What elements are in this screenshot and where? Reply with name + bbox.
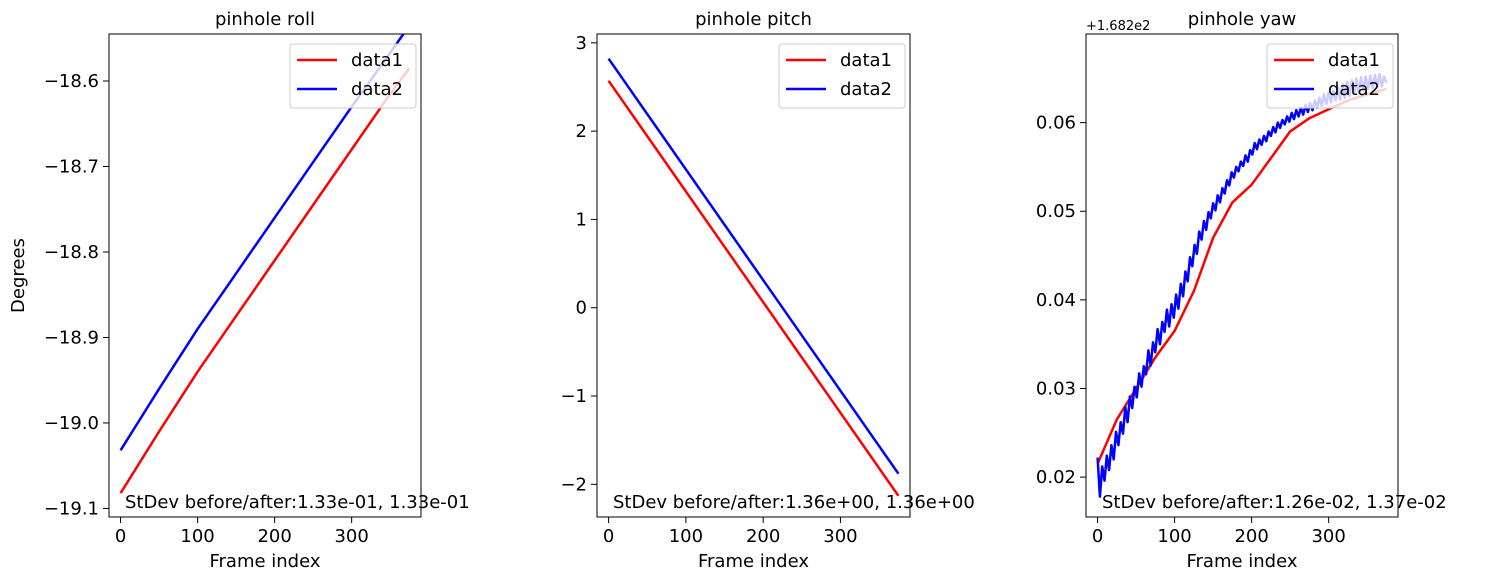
x-tick-label: 0 <box>115 526 126 547</box>
x-axis-label: Frame index <box>698 551 809 572</box>
y-tick-label: −18.8 <box>44 242 99 263</box>
x-tick-label: 300 <box>334 526 368 547</box>
plot-title: pinhole roll <box>215 9 315 30</box>
axes-frame <box>108 33 422 518</box>
y-tick-label: −18.6 <box>44 71 99 92</box>
y-tick-label: 0.02 <box>1036 467 1076 488</box>
x-tick-label: 300 <box>1311 526 1345 547</box>
subplot-1: 0 100 200 300 −19.1 −19.0 −18.9 −18.8 −18.7 −18.6… <box>8 9 470 572</box>
x-tick-label: 100 <box>669 526 703 547</box>
legend-label-data2: data2 <box>840 79 892 100</box>
x-axis-label: Frame index <box>209 551 320 572</box>
y-tick-label: 0.06 <box>1036 113 1076 134</box>
stdev-annotation: StDev before/after:1.36e+00, 1.36e+00 <box>613 492 975 513</box>
x-tick-label: 200 <box>257 526 291 547</box>
plot-title: pinhole yaw <box>1188 9 1296 30</box>
y-tick-label: −19.1 <box>44 498 99 519</box>
x-tick-label: 300 <box>823 526 857 547</box>
series-group <box>607 57 900 497</box>
x-tick-label: 200 <box>746 526 780 547</box>
y-tick-label: −18.7 <box>44 157 99 178</box>
y-tick-label: −1 <box>560 386 587 407</box>
y-tick-label: 0.05 <box>1036 201 1076 222</box>
y-tick-label: 3 <box>576 33 587 54</box>
legend: data1 data2 <box>1266 43 1394 109</box>
series-line-data2 <box>607 57 900 475</box>
x-axis-label: Frame index <box>1186 551 1297 572</box>
x-tick-label: 100 <box>1157 526 1191 547</box>
stdev-annotation: StDev before/after:1.26e-02, 1.37e-02 <box>1102 492 1447 513</box>
y-tick-label: −19.0 <box>44 413 99 434</box>
legend: data1 data2 <box>289 43 417 109</box>
legend-label-data1: data1 <box>840 50 892 71</box>
legend-label-data2: data2 <box>351 79 403 100</box>
y-tick-label: −18.9 <box>44 327 99 348</box>
stdev-annotation: StDev before/after:1.33e-01, 1.33e-01 <box>125 492 470 513</box>
subplot-3: 0 100 200 300 0.02 0.03 0.04 0.05 0.06 pinhole ya… <box>1036 9 1447 572</box>
axes-frame <box>1085 33 1399 518</box>
legend-label-data1: data1 <box>351 50 403 71</box>
legend: data1 data2 <box>778 43 906 109</box>
plot-title: pinhole pitch <box>695 9 812 30</box>
y-tick-label: 2 <box>576 121 587 142</box>
y-offset-label: +1.682e2 <box>1086 19 1150 34</box>
subplot-2: 0 100 200 300 −2 −1 0 1 2 3 pinhole pitch Frame ind… <box>560 9 974 572</box>
series-line-data1 <box>119 67 411 494</box>
x-tick-label: 0 <box>603 526 614 547</box>
y-tick-label: −2 <box>560 474 587 495</box>
x-tick-label: 200 <box>1234 526 1268 547</box>
y-tick-label: 0.03 <box>1036 378 1076 399</box>
y-tick-label: 1 <box>576 209 587 230</box>
x-tick-label: 100 <box>180 526 214 547</box>
y-tick-label: 0.04 <box>1036 290 1076 311</box>
series-line-data1 <box>607 80 900 497</box>
axes-frame <box>596 33 911 518</box>
x-tick-label: 0 <box>1092 526 1103 547</box>
legend-label-data2: data2 <box>1328 79 1380 100</box>
y-tick-label: 0 <box>576 298 587 319</box>
y-axis-label: Degrees <box>8 238 29 313</box>
legend-label-data1: data1 <box>1328 50 1380 71</box>
